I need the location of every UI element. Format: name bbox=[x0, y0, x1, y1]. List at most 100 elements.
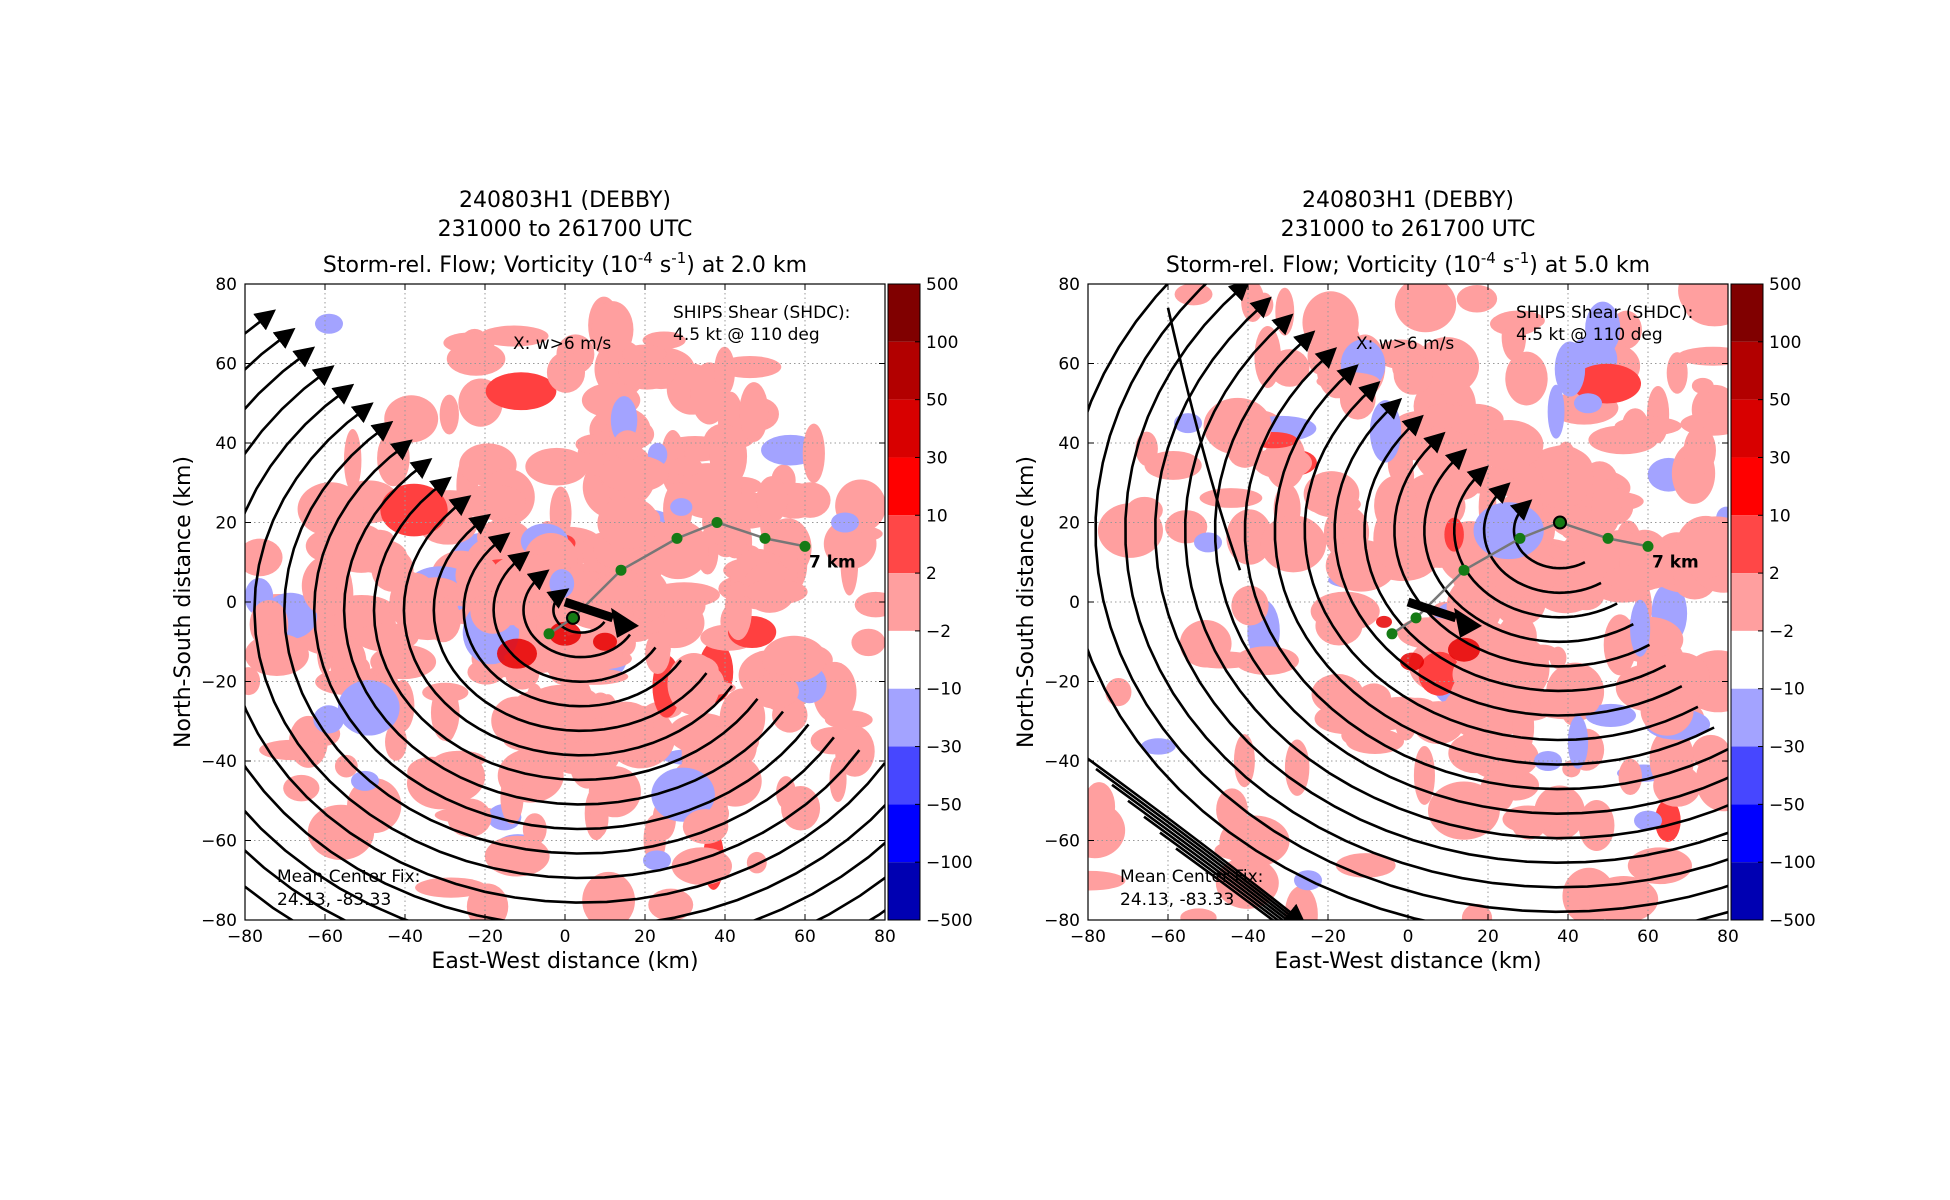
y-tick-label: 0 bbox=[226, 593, 237, 613]
tilt-track-point bbox=[615, 564, 627, 576]
x-tick-label: 80 bbox=[874, 927, 896, 947]
vorticity-patch bbox=[422, 682, 469, 703]
vorticity-core bbox=[1400, 652, 1424, 671]
y-axis-label: North-South distance (km) bbox=[1014, 456, 1039, 748]
vorticity-patch bbox=[1480, 771, 1511, 804]
x-tick-label: 60 bbox=[1637, 927, 1659, 947]
colorbar-segment bbox=[1731, 688, 1763, 747]
streamline bbox=[546, 588, 606, 634]
vorticity-patch bbox=[1567, 715, 1589, 769]
y-axis-label: North-South distance (km) bbox=[171, 456, 196, 748]
vorticity-patch bbox=[347, 778, 402, 834]
streamline bbox=[1183, 313, 1728, 840]
title-text: Storm-rel. Flow; Vorticity (10 bbox=[323, 253, 638, 278]
vorticity-patch bbox=[1214, 839, 1277, 861]
streamline bbox=[1423, 448, 1634, 644]
vorticity-patch bbox=[1226, 509, 1273, 565]
y-tick-label: 80 bbox=[215, 275, 237, 295]
vorticity-patch bbox=[642, 331, 686, 350]
axis-ticks: −80 −60 −40 −20 0 20 40 60 80 80 60 40 20 0 −20 −40 −60 −… bbox=[1044, 275, 1739, 947]
plot-area bbox=[1088, 284, 1728, 920]
vorticity-patch bbox=[1591, 479, 1622, 535]
plot-area bbox=[245, 296, 885, 920]
shear-label-line1: SHIPS Shear (SHDC): bbox=[673, 303, 850, 323]
vorticity-patch bbox=[670, 456, 703, 477]
streamline bbox=[372, 476, 759, 782]
colorbar-segment bbox=[888, 804, 920, 863]
vorticity-patch bbox=[245, 667, 261, 696]
tilt-track-point bbox=[759, 532, 771, 544]
vorticity-patch bbox=[1428, 781, 1500, 840]
vorticity-patch bbox=[1253, 446, 1312, 479]
vorticity-patch bbox=[1585, 301, 1621, 356]
vorticity-patch bbox=[1530, 688, 1600, 720]
streamline bbox=[1094, 284, 1728, 914]
vorticity-patch bbox=[406, 756, 476, 810]
vorticity-patch bbox=[364, 529, 394, 547]
streamline bbox=[1159, 831, 1280, 920]
vorticity-patch bbox=[1654, 799, 1681, 842]
panel-5km: 7 km −80 −60 −40 −20 0 20 40 60 80 80 60 40 20 0 −20 −40… bbox=[843, 0, 1818, 1200]
streamline bbox=[492, 550, 657, 684]
colorbar-segment bbox=[888, 630, 920, 689]
x-tick-label: 20 bbox=[1477, 927, 1499, 947]
vorticity-patch bbox=[245, 538, 283, 577]
vorticity-patch bbox=[1695, 748, 1728, 812]
colorbar-label: 2 bbox=[1769, 564, 1780, 584]
colorbar-segment bbox=[1731, 457, 1763, 516]
vorticity-patch bbox=[1603, 564, 1674, 591]
streamline bbox=[1095, 767, 1323, 920]
negative-vorticity-patch bbox=[643, 850, 671, 871]
x-axis-label: East-West distance (km) bbox=[431, 949, 698, 974]
colorbar-segment bbox=[1731, 341, 1763, 400]
y-tick-label: −40 bbox=[1044, 752, 1080, 772]
colorbar-segment bbox=[888, 399, 920, 458]
shear-arrow-shaft bbox=[1406, 597, 1458, 623]
streamline bbox=[342, 458, 785, 806]
vorticity-patch bbox=[355, 622, 419, 652]
y-tick-label: 40 bbox=[1058, 434, 1080, 454]
vorticity-patch bbox=[1512, 698, 1535, 756]
colorbar-frame bbox=[1730, 283, 1764, 921]
vorticity-patch bbox=[1677, 346, 1728, 366]
negative-vorticity-patch bbox=[1194, 532, 1222, 553]
vorticity-patch bbox=[1622, 408, 1649, 443]
center-marker bbox=[1553, 515, 1567, 530]
vorticity-patch bbox=[1373, 509, 1405, 568]
vorticity-patch bbox=[1554, 341, 1586, 397]
colorbar-label: 30 bbox=[926, 448, 948, 468]
x-tick-label: −80 bbox=[1070, 927, 1106, 947]
updraft-legend: X: w>6 m/s bbox=[513, 334, 611, 354]
vorticity-patch bbox=[670, 498, 693, 516]
streamline bbox=[1154, 296, 1728, 865]
axis-ticks: −80 −60 −40 −20 0 20 40 60 80 80 60 40 20 0 −20 −40 −60 −… bbox=[201, 275, 896, 947]
streamline bbox=[245, 383, 885, 904]
vorticity-patch bbox=[676, 655, 719, 685]
vorticity-patch bbox=[651, 767, 715, 822]
chart-title-line2: 231000 to 261700 UTC bbox=[1281, 217, 1536, 242]
vorticity-patch bbox=[584, 881, 635, 918]
vorticity-patch bbox=[1302, 291, 1359, 354]
vorticity-patch bbox=[1675, 515, 1728, 579]
streamline bbox=[1509, 499, 1586, 570]
vorticity-patch bbox=[1393, 353, 1433, 395]
vorticity-patch bbox=[1650, 652, 1710, 702]
streamlines bbox=[1088, 284, 1728, 920]
vorticity-patch bbox=[525, 447, 589, 486]
vorticity-patch bbox=[385, 723, 407, 761]
vorticity-patch bbox=[532, 697, 596, 745]
colorbar-segment bbox=[1731, 573, 1763, 631]
vorticity-patch bbox=[466, 883, 509, 920]
chart-title-line1: 240803H1 (DEBBY) bbox=[1302, 188, 1514, 213]
vorticity-patch bbox=[671, 847, 732, 886]
vorticity-patch bbox=[1310, 591, 1380, 631]
title-text: ) at 2.0 km bbox=[686, 253, 807, 278]
vorticity-patch bbox=[599, 455, 669, 493]
vorticity-patch bbox=[591, 301, 634, 359]
vorticity-patch bbox=[1547, 384, 1565, 439]
streamline bbox=[1166, 307, 1242, 571]
vorticity-patch bbox=[810, 726, 856, 755]
y-tick-label: −60 bbox=[201, 832, 237, 852]
x-tick-label: 40 bbox=[714, 927, 736, 947]
vorticity-patch bbox=[1135, 431, 1158, 466]
